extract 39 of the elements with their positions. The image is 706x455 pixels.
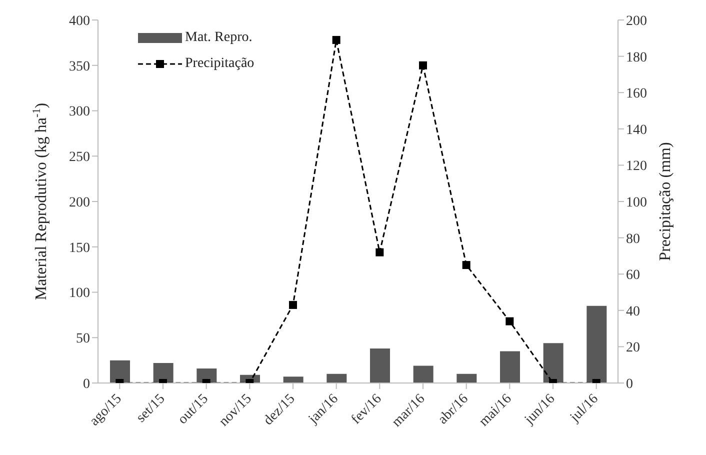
y2-tick-label: 80	[626, 232, 640, 247]
y-tick-label: 200	[69, 195, 90, 210]
y2-tick-label: 40	[626, 304, 640, 320]
point	[462, 261, 470, 270]
y-tick-label: 100	[69, 286, 90, 302]
y2-tick-label: 0	[626, 376, 633, 392]
point	[419, 61, 427, 70]
bar	[326, 374, 347, 383]
legend-label: Precipitação	[185, 56, 254, 72]
point	[506, 317, 514, 326]
y2-tick-label: 180	[626, 50, 647, 66]
bar	[456, 374, 477, 383]
bar	[110, 360, 130, 383]
bar	[413, 366, 434, 383]
bar	[283, 376, 304, 383]
y-tick-label: 0	[83, 376, 90, 392]
y-tick-label: 350	[69, 59, 90, 74]
y2-tick-label: 200	[626, 14, 647, 29]
y-tick-label: 250	[69, 150, 90, 166]
y2-axis-title: Precipitação (mm)	[657, 142, 674, 261]
point	[376, 248, 384, 256]
y2-tick-label: 140	[626, 122, 647, 138]
y-tick-label: 400	[69, 14, 90, 29]
y2-tick-label: 120	[626, 159, 647, 174]
y-tick-label: 50	[76, 332, 90, 347]
y2-tick-label: 160	[626, 86, 647, 102]
bar	[543, 343, 564, 383]
bar	[370, 348, 390, 383]
y2-tick-label: 20	[626, 340, 640, 356]
point	[289, 300, 297, 309]
bar	[153, 363, 174, 383]
point	[332, 36, 340, 44]
y2-tick-label: 100	[626, 195, 647, 210]
bar	[500, 351, 520, 383]
bar	[586, 306, 607, 383]
y2-tick-label: 60	[626, 268, 640, 284]
legend-label: Mat. Repro.	[185, 30, 252, 46]
y-tick-label: 300	[69, 104, 90, 120]
y-tick-label: 150	[69, 240, 90, 256]
